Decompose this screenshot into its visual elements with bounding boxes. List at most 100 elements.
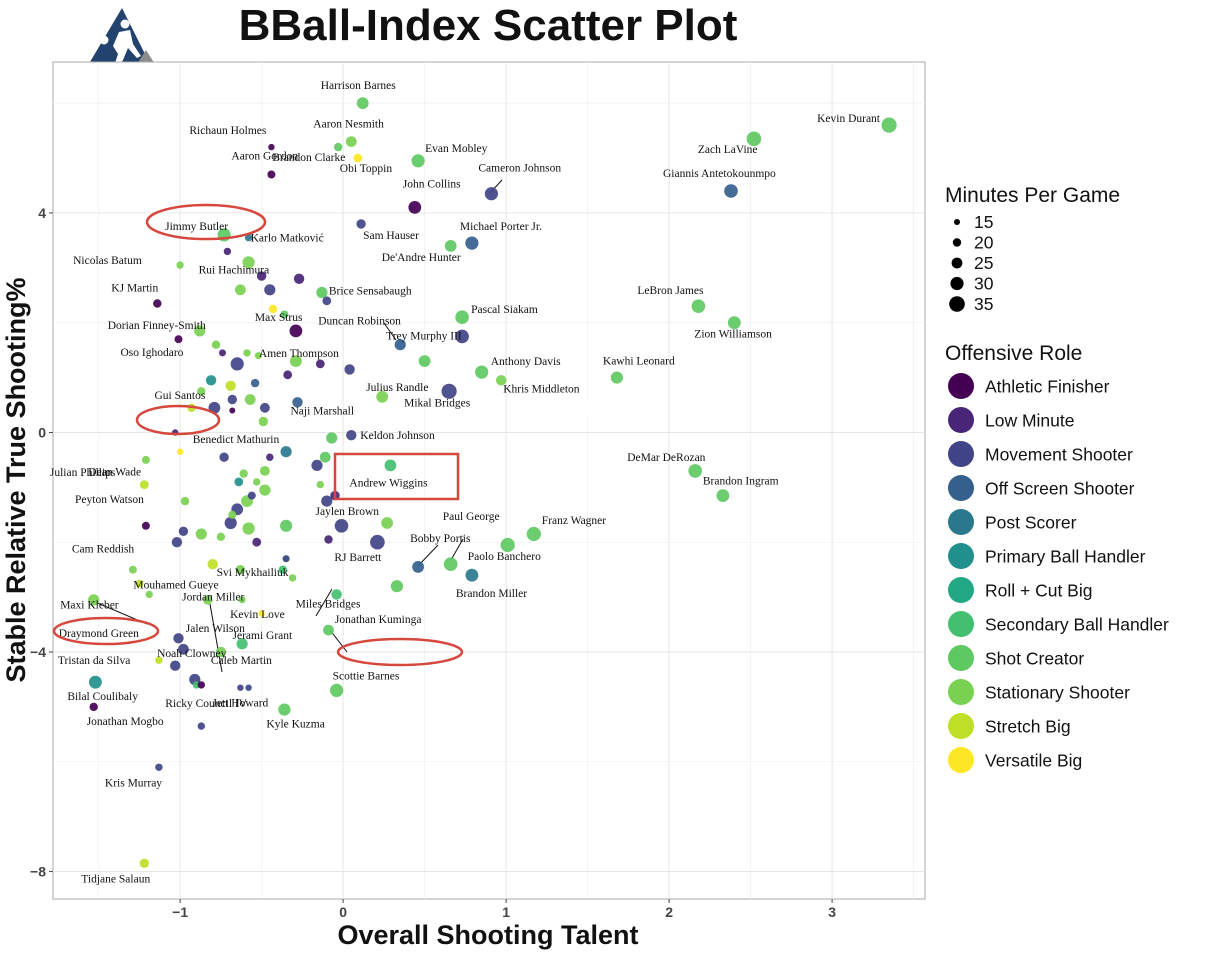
y-tick-label: −8	[30, 864, 46, 880]
point-bilal-coulibaly	[89, 675, 102, 689]
label-gui-santos: Gui Santos	[155, 390, 206, 402]
label-brandon-clarke: Brandon Clarke	[272, 152, 345, 164]
data-points	[88, 97, 897, 868]
label-rj-barrett: RJ Barrett	[334, 552, 382, 564]
color-legend-swatch-secondary-ball-handler	[948, 611, 974, 637]
point-julian-phillips	[141, 455, 150, 464]
point-unlabeled	[173, 633, 184, 644]
label-kj-martin: KJ Martin	[111, 283, 158, 295]
point-unlabeled	[178, 643, 189, 655]
label-sam-hauser: Sam Hauser	[363, 230, 419, 242]
label-harrison-barnes: Harrison Barnes	[321, 80, 397, 92]
label-max-strus: Max Strus	[255, 312, 303, 324]
point-dean-wade	[139, 480, 149, 489]
color-legend-label-stationary-shooter: Stationary Shooter	[985, 683, 1130, 703]
point-unlabeled	[268, 304, 278, 314]
point-unlabeled	[243, 349, 251, 357]
color-legend-swatch-low-minute	[948, 407, 974, 433]
point-unlabeled	[229, 407, 236, 414]
highlight-ellipse-gui-santos	[135, 404, 221, 436]
point-andrew-wiggins	[384, 459, 397, 472]
point-scottie-barnes	[330, 683, 344, 698]
point-nicolas-batum	[176, 261, 184, 269]
point-peyton-watson	[180, 496, 190, 506]
label-franz-wagner: Franz Wagner	[542, 515, 606, 527]
label-aaron-nesmith: Aaron Nesmith	[313, 119, 384, 131]
point-unlabeled	[250, 378, 260, 388]
color-legend-swatch-post-scorer	[948, 509, 974, 535]
point-unlabeled	[283, 370, 293, 380]
point-unlabeled	[256, 271, 267, 281]
point-john-collins	[408, 201, 422, 214]
color-legend-label-versatile-big: Versatile Big	[985, 751, 1082, 771]
point-harrison-barnes	[356, 97, 369, 110]
grid-lines	[53, 62, 925, 899]
point-obi-toppin	[353, 153, 363, 163]
size-legend-dot	[954, 219, 960, 225]
point-unlabeled	[278, 565, 287, 574]
color-legend-label-shot-creator: Shot Creator	[985, 649, 1084, 669]
point-unlabeled	[205, 375, 217, 386]
label-brandon-miller: Brandon Miller	[456, 588, 527, 600]
color-legend-swatch-primary-ball-handler	[948, 543, 974, 569]
size-legend-label: 35	[974, 294, 993, 314]
point-unlabeled	[324, 535, 333, 544]
label-jaylen-brown: Jaylen Brown	[316, 506, 380, 518]
point-duncan-robinson	[394, 339, 406, 351]
color-legend-swatch-stationary-shooter	[948, 679, 974, 705]
label-jimmy-butler: Jimmy Butler	[165, 221, 228, 233]
point-unlabeled	[235, 284, 246, 296]
point-unlabeled	[219, 349, 226, 357]
label-karlo-matkovi: Karlo Matković	[251, 233, 324, 245]
point-unlabeled	[319, 451, 331, 463]
point-aaron-gordon	[267, 170, 276, 179]
label-john-collins: John Collins	[403, 178, 461, 190]
point-jonathan-mogbo	[89, 702, 98, 712]
point-unlabeled	[245, 684, 252, 691]
color-legend: Offensive Role Athletic Finisher Low Minu…	[945, 342, 1169, 773]
point-unlabeled	[280, 446, 292, 458]
point-unlabeled	[258, 610, 265, 617]
point-jalen-wilson	[203, 595, 213, 605]
point-sam-hauser	[356, 219, 366, 229]
label-rui-hachimura: Rui Hachimura	[199, 264, 270, 276]
point-unlabeled	[344, 364, 355, 375]
point-unlabeled	[242, 522, 255, 535]
point-demar-derozan	[688, 464, 702, 478]
plot-panel	[52, 61, 926, 900]
chart-title: BBall-Index Scatter Plot	[239, 1, 738, 50]
point-zach-lavine	[746, 131, 762, 147]
point-max-strus	[289, 324, 303, 338]
point-unlabeled	[418, 355, 431, 367]
color-legend-label-primary-ball-handler: Primary Ball Handler	[985, 547, 1146, 567]
point-brice-sensabaugh	[316, 286, 328, 299]
size-legend-label: 30	[974, 274, 994, 294]
point-mikal-bridges	[441, 383, 457, 399]
redaction-patch	[585, 399, 661, 415]
point-unlabeled	[280, 519, 293, 532]
label-tristan-da-silva: Tristan da Silva	[58, 655, 130, 667]
point-unlabeled	[207, 559, 218, 570]
color-legend-label-off-screen-shooter: Off Screen Shooter	[985, 479, 1135, 499]
point-unlabeled	[266, 453, 274, 461]
label-julian-phillips: Julian Phillips	[50, 467, 116, 479]
point-unlabeled	[316, 480, 324, 489]
point-paolo-banchero	[443, 557, 458, 571]
size-legend-label: 20	[974, 233, 994, 253]
label-obi-toppin: Obi Toppin	[340, 163, 393, 175]
point-unlabeled	[219, 452, 229, 462]
point-unlabeled	[381, 517, 393, 529]
point-kawhi-leonard	[610, 371, 624, 384]
label-jett-howard: Jett Howard	[212, 698, 268, 710]
point-unlabeled	[254, 352, 262, 360]
label-kevin-durant: Kevin Durant	[817, 113, 881, 125]
point-miles-bridges	[331, 589, 342, 600]
label-khris-middleton: Khris Middleton	[503, 383, 580, 395]
point-naji-marshall	[292, 397, 303, 408]
label-jerami-grant: Jerami Grant	[233, 630, 294, 642]
size-legend-dot	[949, 296, 965, 312]
point-unlabeled	[282, 555, 290, 563]
point-pascal-siakam	[455, 310, 469, 325]
y-tick-label: 4	[38, 205, 46, 221]
